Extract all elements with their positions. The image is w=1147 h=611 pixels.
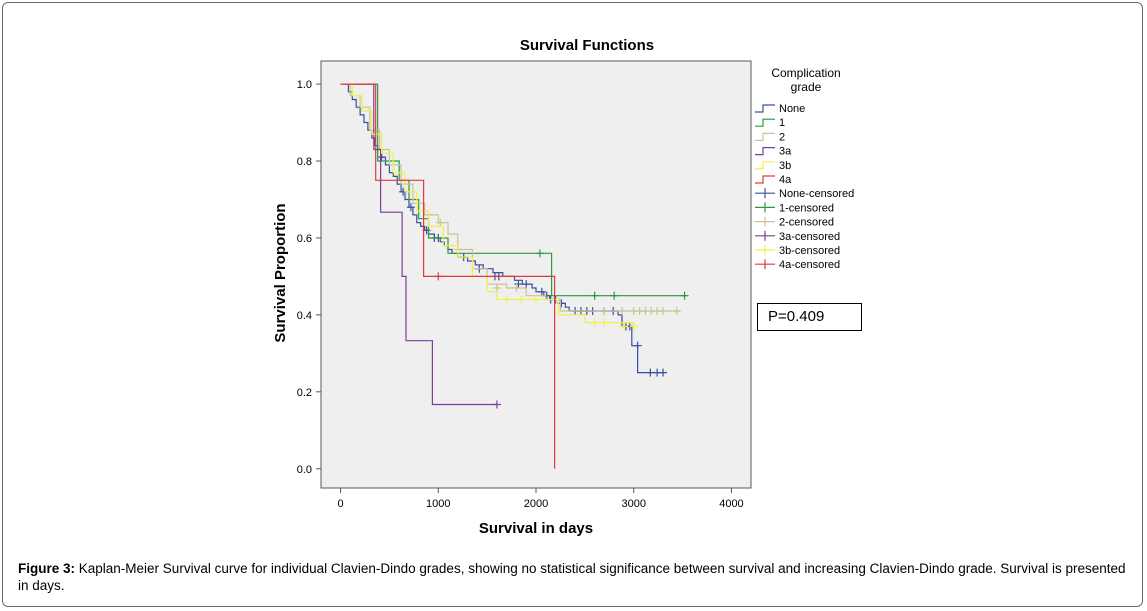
legend-title-line: grade (791, 80, 822, 94)
legend-entry: 2 (755, 131, 785, 143)
legend-swatch-line (755, 119, 775, 126)
legend-label: 3b-censored (779, 245, 840, 257)
legend-label: 1 (779, 117, 785, 129)
legend-entry: None-censored (755, 188, 854, 200)
legend-swatch-line (755, 162, 775, 169)
legend-swatch-line (755, 105, 775, 112)
x-tick-label: 0 (337, 498, 343, 510)
x-tick-label: 1000 (426, 498, 450, 510)
legend-entry: 4a (755, 174, 792, 186)
legend-label: None (779, 103, 805, 115)
legend-label: 4a (779, 174, 792, 186)
legend-title-line: Complication (771, 66, 840, 80)
legend-entry: 1 (755, 117, 785, 129)
survival-chart: Survival Functions 0 1000 2000 3000 4000 0.0 0… (0, 0, 1147, 560)
y-axis-label: Survival Proportion (272, 203, 289, 342)
plot-area (321, 61, 751, 488)
legend-label: None-censored (779, 188, 854, 200)
figure-caption: Figure 3: Kaplan-Meier Survival curve fo… (18, 560, 1133, 594)
legend-label: 3b (779, 160, 791, 172)
legend-swatch-line (755, 148, 775, 155)
legend-label: 3a-censored (779, 231, 840, 243)
y-tick-label: 1.0 (297, 79, 312, 91)
y-tick-label: 0.4 (297, 310, 312, 322)
x-tick-label: 2000 (524, 498, 548, 510)
x-tick-label: 3000 (621, 498, 645, 510)
y-tick-label: 0.2 (297, 387, 312, 399)
p-value-box: P=0.409 (757, 303, 862, 331)
legend-entry: 2-censored (755, 217, 834, 229)
legend-label: 1-censored (779, 202, 834, 214)
legend-label: 3a (779, 146, 792, 158)
y-tick-label: 0.0 (297, 464, 312, 476)
legend-entry: 3b-censored (755, 245, 840, 257)
legend-label: 2 (779, 131, 785, 143)
legend-entry: 3b (755, 160, 791, 172)
chart-title: Survival Functions (520, 37, 654, 54)
legend-swatch-line (755, 133, 775, 140)
caption-label: Figure 3: (18, 561, 75, 576)
legend-entry: None (755, 103, 805, 115)
legend-entry: 3a (755, 146, 792, 158)
y-tick-label: 0.8 (297, 156, 312, 168)
caption-text: Kaplan-Meier Survival curve for individu… (18, 561, 1126, 593)
x-tick-label: 4000 (719, 498, 743, 510)
legend-label: 4a-censored (779, 259, 840, 271)
legend-label: 2-censored (779, 217, 834, 229)
legend-swatch-line (755, 176, 775, 183)
legend-entry: 3a-censored (755, 231, 840, 243)
x-axis-label: Survival in days (479, 520, 593, 537)
legend-entry: 4a-censored (755, 259, 840, 271)
legend-entry: 1-censored (755, 202, 834, 214)
y-tick-label: 0.6 (297, 233, 312, 245)
